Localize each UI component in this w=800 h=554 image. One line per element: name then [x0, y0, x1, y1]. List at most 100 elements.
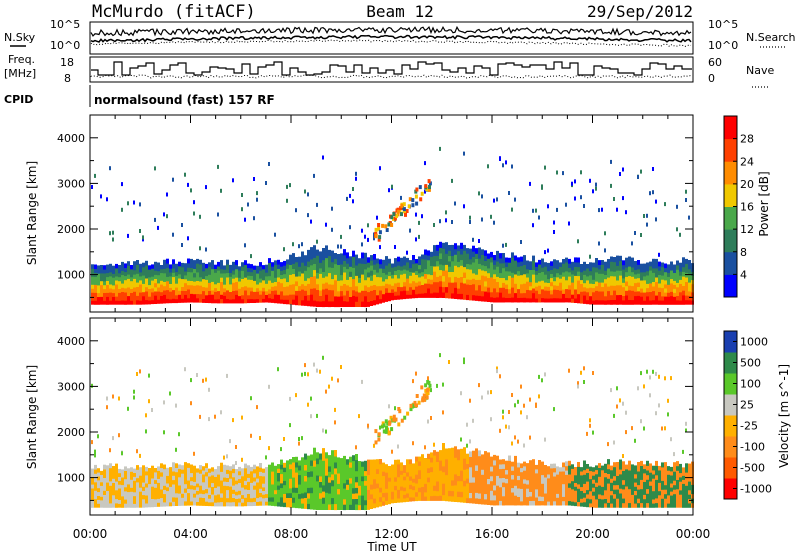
power-cell — [292, 258, 295, 264]
power-cell — [679, 279, 682, 284]
velocity-cell — [523, 478, 526, 484]
velocity-cell — [508, 480, 511, 486]
power-cell — [466, 284, 469, 290]
power-cell — [391, 288, 394, 293]
velocity-cell — [130, 487, 133, 492]
velocity-cell — [169, 498, 172, 503]
power-cell — [199, 276, 202, 282]
velocity-cell — [193, 481, 196, 486]
power-cell — [643, 300, 646, 305]
power-cell — [370, 270, 373, 276]
power-cell — [679, 262, 682, 268]
power-cell — [223, 280, 226, 285]
velocity-speckle — [193, 451, 195, 456]
velocity-cell — [493, 494, 496, 501]
velocity-cell — [565, 487, 568, 493]
velocity-cell — [106, 503, 109, 508]
power-feature — [393, 216, 397, 221]
power-cell — [163, 290, 166, 295]
velocity-cell — [136, 473, 139, 479]
velocity-cell — [310, 487, 313, 494]
power-cell — [319, 295, 322, 302]
velocity-cell — [544, 485, 547, 490]
velocity-cell — [433, 480, 436, 486]
velocity-cell — [655, 479, 658, 485]
velocity-cell — [292, 467, 295, 473]
velocity-cell — [295, 497, 298, 504]
velocity-cell — [247, 501, 250, 507]
power-cell — [247, 267, 250, 272]
velocity-cell — [193, 469, 196, 474]
power-cell — [481, 285, 484, 292]
velocity-cell — [469, 472, 472, 478]
velocity-cell — [541, 479, 544, 484]
velocity-cell — [121, 473, 124, 478]
velocity-cell — [685, 498, 688, 504]
power-cell — [289, 264, 292, 270]
velocity-cell — [316, 480, 319, 488]
power-cell — [538, 297, 541, 303]
power-cell — [631, 285, 634, 291]
power-cell — [667, 300, 670, 305]
power-cell — [256, 295, 259, 300]
power-cell — [430, 288, 433, 294]
velocity-cell — [376, 459, 379, 465]
power-colorbar-swatch — [724, 183, 737, 207]
velocity-cell — [676, 470, 679, 476]
velocity-cell — [187, 488, 190, 494]
velocity-cell — [193, 473, 196, 478]
velocity-cell — [673, 498, 676, 504]
power-cell — [160, 291, 163, 296]
noise-spikes-trace — [90, 25, 692, 37]
power-cell — [586, 264, 589, 269]
velocity-cell — [352, 455, 355, 462]
power-cell — [448, 276, 451, 283]
velocity-cell — [676, 465, 679, 471]
velocity-cell — [619, 492, 622, 499]
velocity-cell — [490, 466, 493, 472]
power-cell — [175, 298, 178, 304]
power-cell — [148, 276, 151, 282]
power-cell — [163, 298, 166, 304]
velocity-cell — [445, 448, 448, 455]
velocity-speckle — [322, 355, 324, 360]
velocity-speckle — [640, 371, 642, 376]
noise-left-tick-top: 10^5 — [50, 18, 80, 31]
power-feature — [390, 223, 394, 227]
power-cell — [127, 261, 130, 266]
power-cell — [343, 277, 346, 284]
velocity-cell — [637, 502, 640, 508]
power-cell — [340, 280, 343, 286]
velocity-feature — [413, 400, 417, 405]
velocity-cell — [625, 494, 628, 500]
velocity-cell — [373, 474, 376, 480]
velocity-cell — [544, 481, 547, 486]
power-cell — [529, 273, 532, 279]
power-cell — [655, 299, 658, 305]
velocity-cell — [235, 472, 238, 477]
power-cell — [559, 262, 562, 267]
power-cell — [115, 280, 118, 285]
power-cell — [685, 267, 688, 273]
power-cell — [127, 299, 130, 305]
power-cell — [247, 263, 250, 268]
power-speckle — [547, 204, 549, 209]
velocity-speckle — [553, 407, 555, 412]
power-cell — [400, 266, 403, 271]
velocity-cell — [490, 500, 493, 506]
power-cell — [256, 298, 259, 303]
velocity-cell — [670, 475, 673, 480]
power-cell — [319, 267, 322, 274]
power-speckle — [250, 254, 252, 259]
velocity-cell — [352, 504, 355, 510]
power-cell — [301, 267, 304, 274]
power-cell — [523, 287, 526, 294]
power-cell — [574, 275, 577, 281]
power-cell — [316, 249, 319, 256]
velocity-speckle — [568, 368, 570, 373]
power-cell — [457, 256, 460, 262]
velocity-colorbar-frame — [723, 330, 738, 500]
velocity-speckle — [268, 446, 270, 451]
velocity-colorbar-tick-label: 100 — [740, 378, 761, 391]
power-cell — [448, 271, 451, 278]
